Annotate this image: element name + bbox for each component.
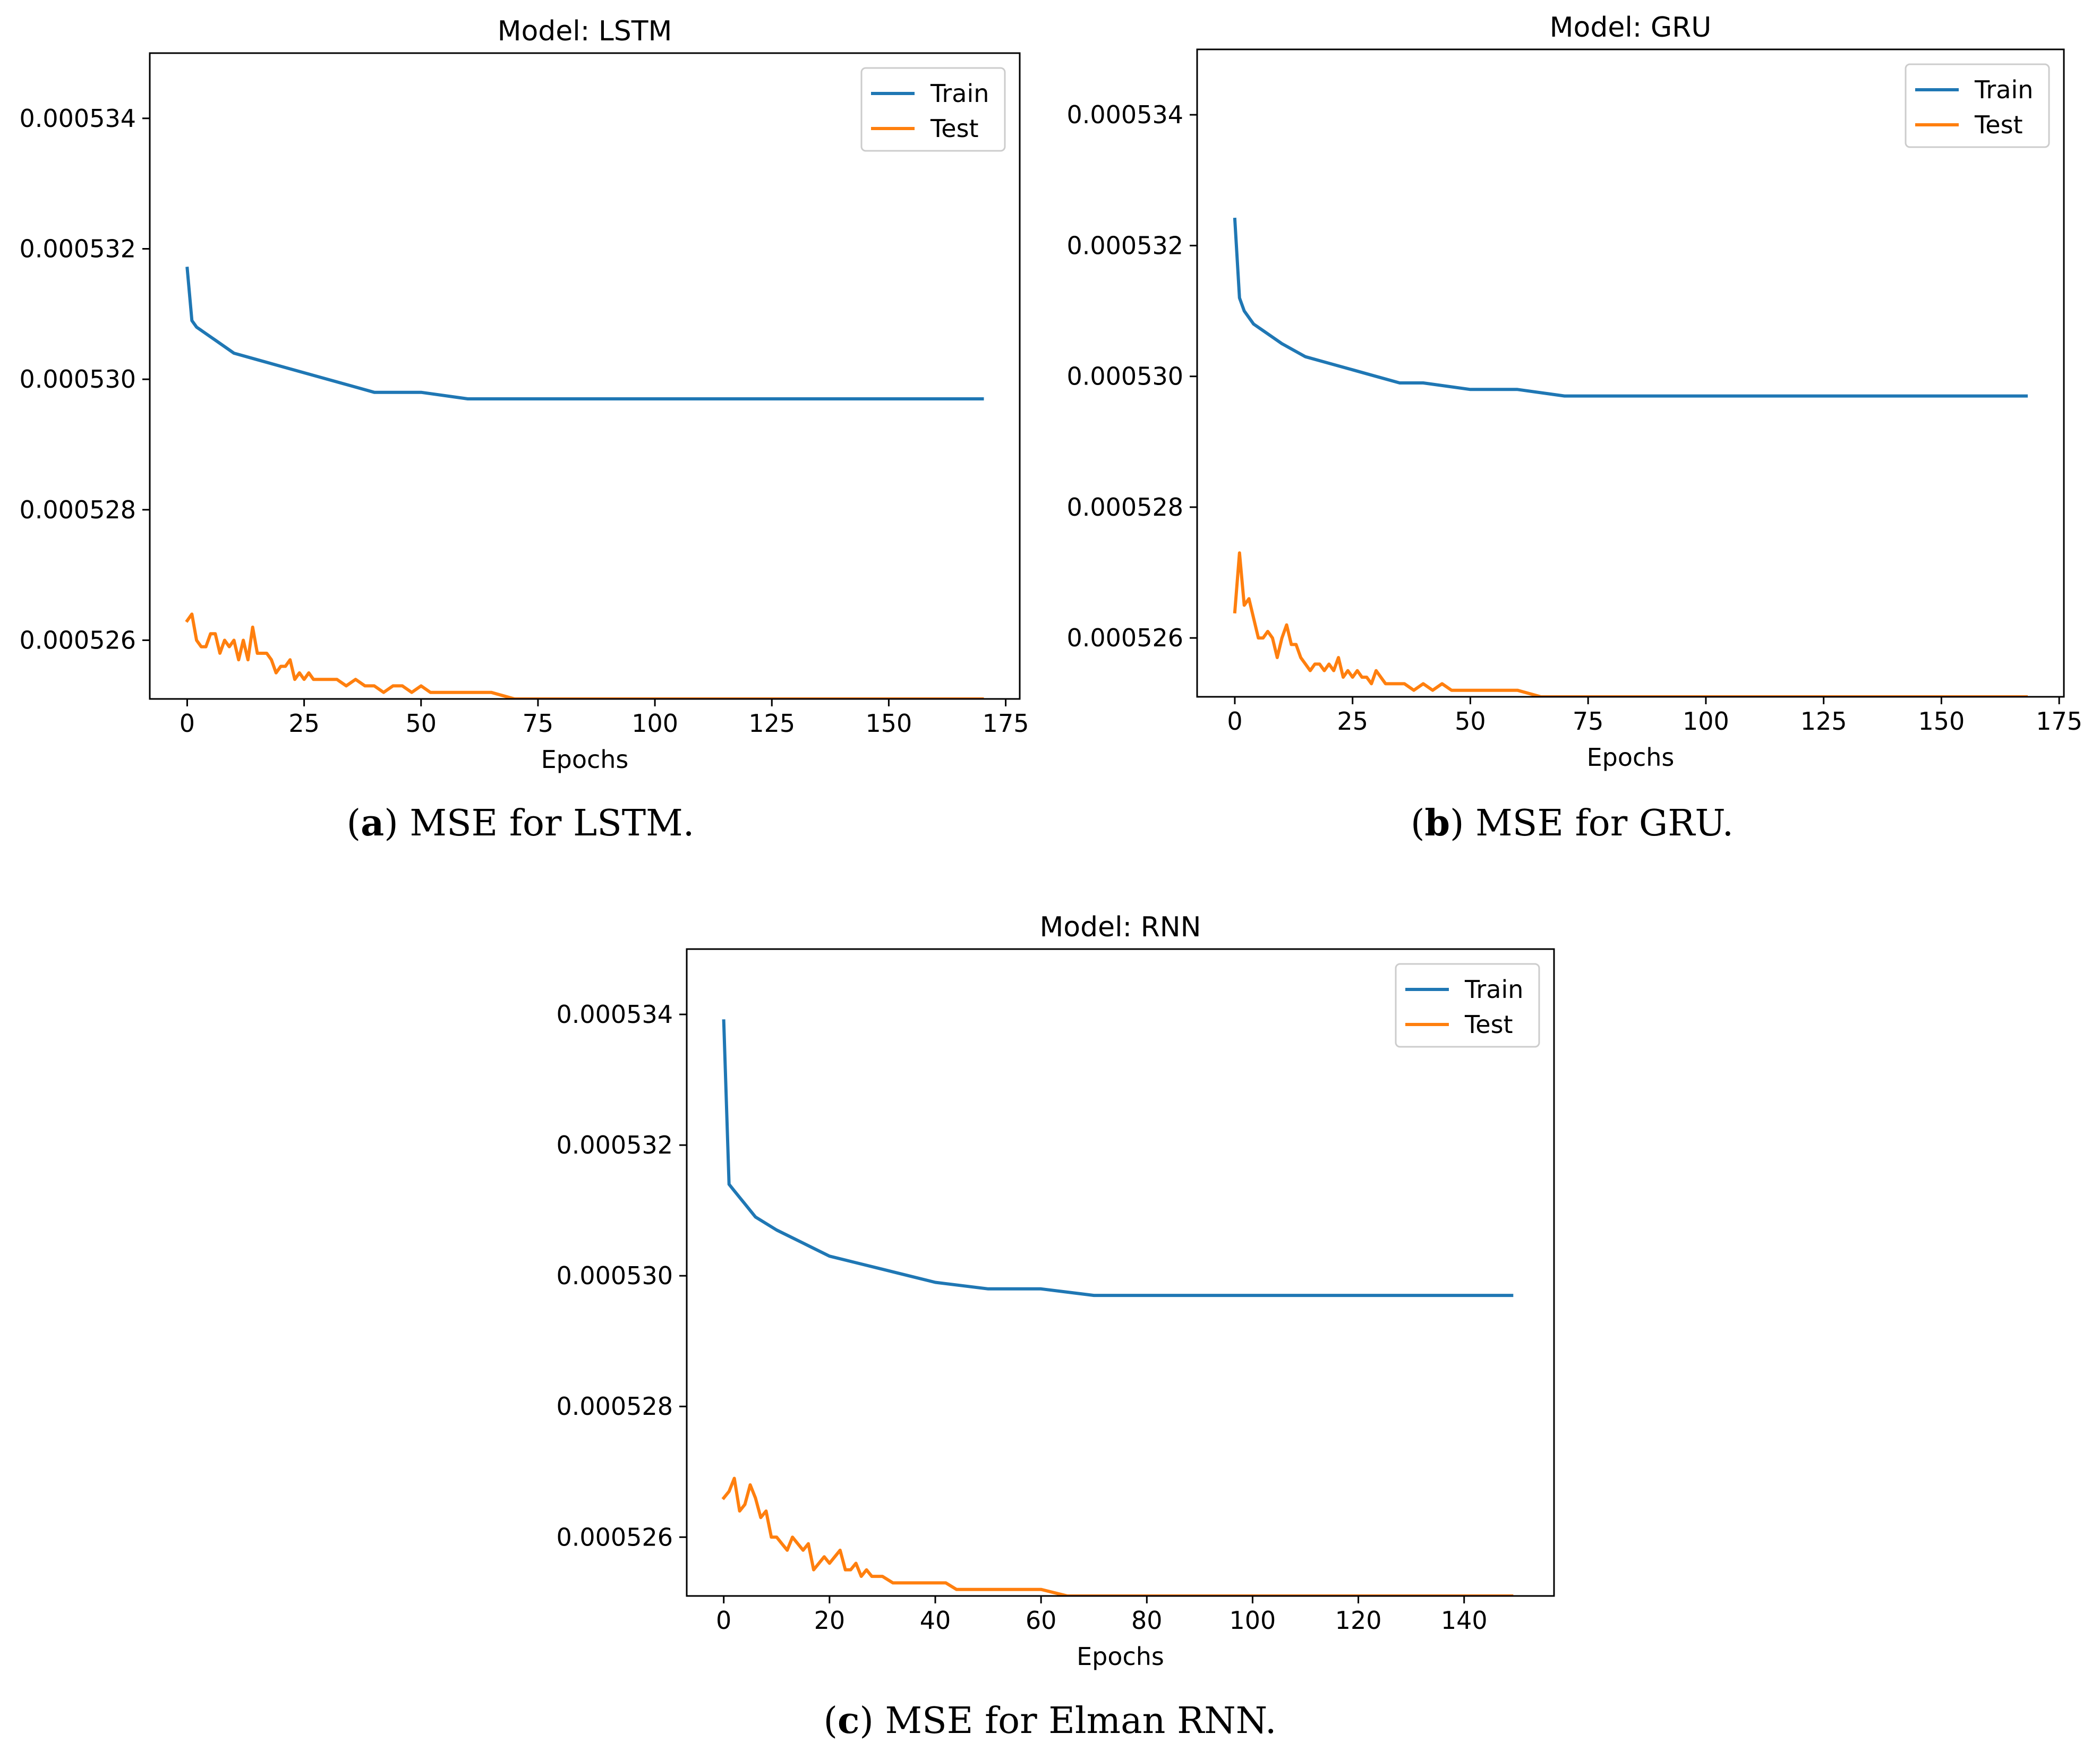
x-tick-label: 140 [1441, 1606, 1488, 1635]
axes-frame [686, 948, 1555, 1597]
x-axis-label: Epochs [1077, 1642, 1164, 1671]
caption-a-text: ) MSE for LSTM. [384, 802, 695, 844]
caption-a-letter: a [361, 802, 385, 844]
y-tick-label: 0.000528 [20, 496, 136, 524]
series-line-train [1233, 217, 2028, 398]
y-tick-label: 0.000526 [1067, 624, 1184, 652]
y-tick-label: 0.000532 [557, 1131, 673, 1159]
series-line-test [185, 612, 984, 699]
chart-title: Model: LSTM [498, 15, 672, 47]
x-tick-label: 0 [180, 709, 195, 738]
x-tick-label: 125 [748, 709, 795, 738]
x-tick-label: 60 [1026, 1606, 1057, 1635]
x-tick-label: 0 [1227, 707, 1242, 736]
x-tick-label: 125 [1800, 707, 1847, 736]
y-tick-label: 0.000530 [557, 1261, 673, 1290]
legend-label-train: Train [1464, 975, 1523, 1004]
y-tick-label: 0.000530 [20, 365, 136, 394]
legend-label-train: Train [1974, 75, 2033, 104]
y-tick-label: 0.000528 [1067, 493, 1184, 522]
chart-panel-lstm: 0 25 50 75 100 125 150 175 0.000526 0.000528 0.000… [20, 15, 1029, 774]
chart-title: Model: GRU [1550, 12, 1712, 44]
caption-a: (a) MSE for LSTM. [346, 802, 695, 844]
y-tick-label: 0.000526 [557, 1523, 673, 1551]
y-tick-label: 0.000528 [557, 1392, 673, 1421]
x-axis-label: Epochs [1587, 743, 1675, 772]
chart-title: Model: RNN [1039, 911, 1201, 943]
y-tick-label: 0.000534 [20, 104, 136, 133]
legend-label-test: Test [1464, 1010, 1513, 1039]
x-tick-label: 75 [1573, 707, 1604, 736]
legend-label-test: Test [930, 114, 979, 143]
series-line-train [185, 267, 984, 400]
x-axis-label: Epochs [541, 745, 629, 774]
x-tick-label: 150 [866, 709, 912, 738]
x-tick-label: 0 [716, 1606, 731, 1635]
y-tick-label: 0.000534 [1067, 100, 1184, 129]
legend-label-test: Test [1974, 110, 2023, 139]
series-line-test [1233, 551, 2028, 697]
x-tick-label: 50 [406, 709, 437, 738]
x-tick-label: 100 [1683, 707, 1729, 736]
caption-c-text: ) MSE for Elman RNN. [859, 1700, 1277, 1742]
x-tick-label: 20 [814, 1606, 846, 1635]
caption-b-letter: b [1424, 802, 1450, 844]
x-tick-label: 100 [1230, 1606, 1276, 1635]
y-tick-label: 0.000532 [20, 234, 136, 263]
axes-frame [1196, 48, 2065, 698]
caption-c: (c) MSE for Elman RNN. [823, 1700, 1277, 1742]
x-tick-label: 100 [631, 709, 678, 738]
x-tick-label: 75 [523, 709, 554, 738]
x-tick-label: 25 [288, 709, 320, 738]
chart-panel-gru: 0 25 50 75 100 125 150 175 0.000526 0.000528 0.000… [1067, 12, 2083, 772]
legend-label-train: Train [930, 79, 989, 108]
caption-b: (b) MSE for GRU. [1410, 802, 1734, 844]
x-tick-label: 50 [1455, 707, 1486, 736]
x-tick-label: 175 [2036, 707, 2082, 736]
x-tick-label: 175 [983, 709, 1029, 738]
x-tick-label: 150 [1918, 707, 1965, 736]
y-tick-label: 0.000532 [1067, 231, 1184, 260]
series-line-test [721, 1476, 1514, 1596]
x-tick-label: 25 [1337, 707, 1368, 736]
x-tick-label: 80 [1131, 1606, 1163, 1635]
series-line-train [722, 1019, 1514, 1297]
x-tick-label: 120 [1335, 1606, 1382, 1635]
y-tick-label: 0.000526 [20, 626, 136, 654]
x-tick-label: 40 [920, 1606, 951, 1635]
caption-c-letter: c [838, 1700, 860, 1742]
chart-panel-rnn: 0 20 40 60 80 100 120 140 0.000526 0.000528 0.0005… [557, 911, 1555, 1671]
y-tick-label: 0.000530 [1067, 362, 1184, 391]
y-tick-label: 0.000534 [557, 1000, 673, 1029]
axes-frame [149, 52, 1021, 700]
caption-b-text: ) MSE for GRU. [1450, 802, 1734, 844]
